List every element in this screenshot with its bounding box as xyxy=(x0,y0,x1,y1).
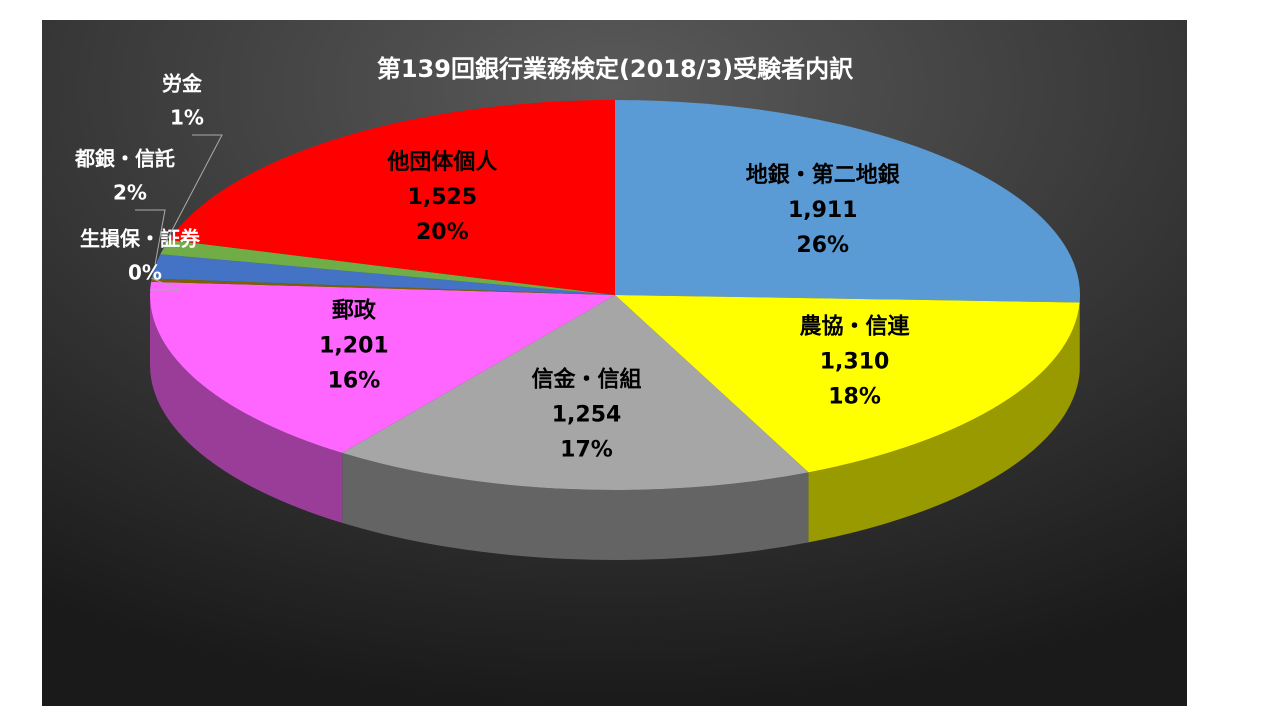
slice-value: 1,525 xyxy=(408,185,478,210)
slice-label: 地銀・第二地銀 xyxy=(746,162,900,188)
slice-value: 1,310 xyxy=(820,349,890,374)
pie-slice xyxy=(615,295,1080,473)
chart-title: 第139回銀行業務検定(2018/3)受験者内訳 xyxy=(377,55,854,83)
pie-slice xyxy=(615,100,1080,303)
slice-label: 都銀・信託 xyxy=(74,147,175,171)
pie-slice-side xyxy=(808,302,1080,543)
pie xyxy=(149,100,1080,561)
pie-slice xyxy=(151,254,616,295)
slice-value: 1,201 xyxy=(319,333,389,358)
leader-line xyxy=(135,209,166,265)
pie-slice xyxy=(151,278,616,295)
slice-label: 他団体個人 xyxy=(386,150,497,175)
slice-percent: 20% xyxy=(416,220,469,245)
slice-label: 生損保・証券 xyxy=(80,227,201,251)
slice-label: 農協・信連 xyxy=(800,313,911,339)
slice-label: 信金・信組 xyxy=(532,366,642,392)
pie-slice xyxy=(168,100,615,295)
slice-percent: 1% xyxy=(170,106,204,130)
slice-percent: 2% xyxy=(113,181,147,205)
pie-slice xyxy=(342,295,809,491)
slice-value: 1,911 xyxy=(788,198,858,223)
labels: 地銀・第二地銀 1,911 26% 農協・信連 1,310 18% 信金・信組 1,254 17… xyxy=(74,72,911,463)
slice-percent: 16% xyxy=(328,368,381,393)
slice-label: 労金 xyxy=(162,72,203,96)
slice-percent: 18% xyxy=(828,384,881,409)
slice-value: 1,254 xyxy=(552,402,622,427)
leader-line xyxy=(150,277,181,291)
pie-slice xyxy=(160,239,615,295)
slice-percent: 17% xyxy=(560,437,613,462)
slice-percent: 26% xyxy=(796,233,849,258)
leader-line xyxy=(163,134,223,246)
pie-slice-side xyxy=(342,452,809,561)
slice-label: 郵政 xyxy=(332,297,377,323)
pie-slice-side xyxy=(150,295,343,523)
pie-slice xyxy=(149,281,615,453)
